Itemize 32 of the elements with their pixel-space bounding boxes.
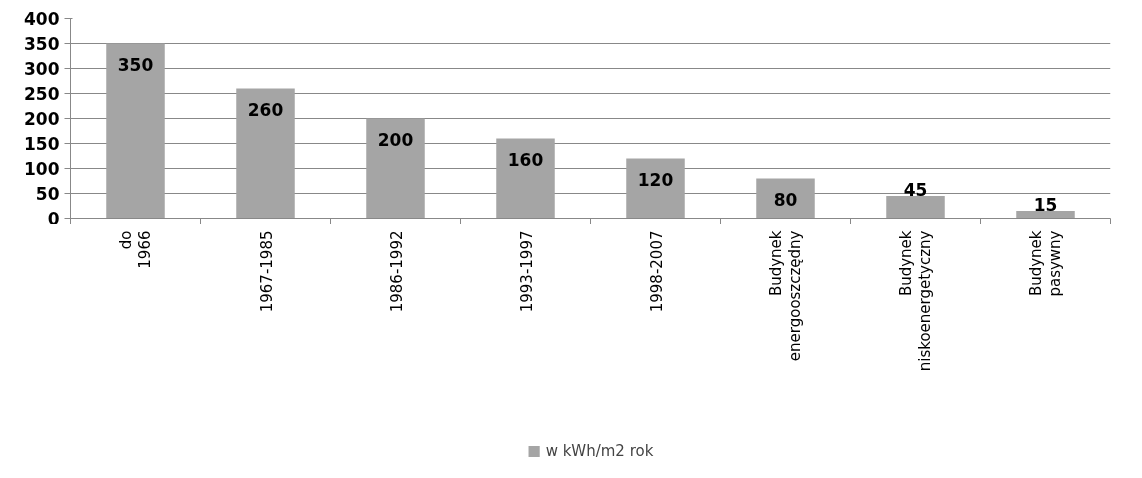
data-label: 200	[377, 129, 414, 150]
data-label: 160	[507, 149, 544, 170]
bar	[366, 118, 425, 219]
y-tick-label: 0	[47, 208, 60, 229]
data-label: 15	[1033, 195, 1058, 215]
y-tick-label: 350	[24, 34, 60, 54]
x-tick-label: 1967-1985	[257, 230, 276, 313]
y-tick-label: 150	[24, 134, 60, 154]
y-tick-label: 400	[24, 9, 60, 29]
y-tick-label: 250	[24, 84, 60, 104]
data-label: 80	[773, 189, 798, 210]
data-label: 45	[903, 180, 928, 200]
x-tick-label: Budynek energooszczędny	[766, 230, 805, 362]
bar	[106, 43, 165, 219]
y-tick-label: 50	[35, 184, 60, 204]
bar	[626, 158, 685, 219]
data-label: 260	[247, 99, 284, 120]
y-tick-label: 100	[24, 159, 60, 179]
x-tick-label: 1986-1992	[387, 230, 406, 313]
x-tick-label: do 1966	[116, 230, 155, 269]
y-tick-label: 200	[24, 109, 60, 129]
legend-label: w kWh/m2 rok	[545, 442, 654, 460]
data-label: 350	[117, 54, 154, 75]
x-tick-label: 1998-2007	[647, 230, 666, 313]
bar	[1016, 211, 1075, 219]
x-tick-label: 1993-1997	[517, 230, 536, 313]
bar	[886, 196, 945, 219]
bar	[496, 138, 555, 219]
data-label: 120	[637, 169, 674, 190]
bar	[236, 88, 295, 219]
y-tick-label: 300	[24, 59, 60, 79]
x-tick-label: Budynek pasywny	[1026, 230, 1065, 297]
